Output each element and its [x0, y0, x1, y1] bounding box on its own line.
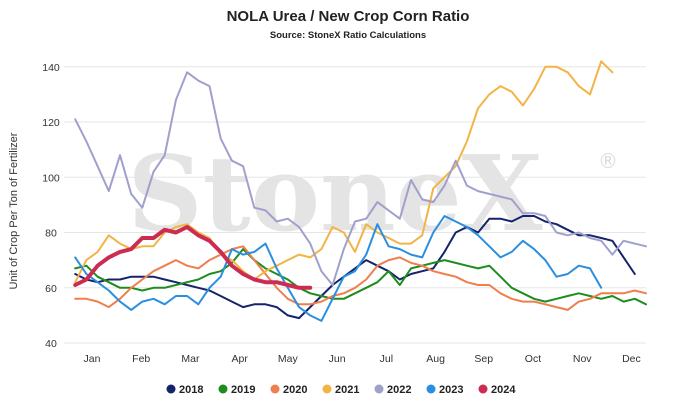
x-tick-label: Jul	[380, 353, 393, 365]
series-lines	[73, 60, 647, 322]
legend-label: 2020	[283, 384, 307, 396]
legend-marker	[218, 384, 228, 394]
series-line-2020	[74, 245, 647, 311]
y-axis-ticks: 40 60 80 100 120 140	[42, 62, 60, 350]
x-tick-label: Oct	[525, 353, 541, 365]
legend-item-2020: 2020	[270, 384, 307, 396]
x-tick-label: Sep	[474, 353, 493, 365]
watermark-registered-mark: ®	[598, 149, 618, 173]
series-line-2022	[74, 71, 647, 286]
y-tick-label: 120	[42, 117, 60, 129]
legend-marker	[322, 384, 332, 394]
y-tick-label: 60	[45, 283, 57, 295]
series-line-2023	[74, 215, 603, 322]
y-axis-label: Unit of Crop Per Ton of Fertilizer	[8, 132, 20, 289]
y-tick-label: 140	[42, 62, 60, 74]
y-tick-label: 80	[45, 228, 57, 240]
x-tick-label: Dec	[622, 353, 641, 365]
x-tick-label: Jun	[329, 353, 346, 365]
chart-subtitle: Source: StoneX Ratio Calculations	[270, 30, 426, 41]
legend-item-2018: 2018	[166, 384, 203, 396]
legend: 2018 2019 2020 2021 2022 2023 2024	[166, 384, 516, 396]
x-tick-label: May	[278, 353, 299, 365]
series-line-2018	[74, 215, 636, 320]
x-tick-label: Nov	[573, 353, 592, 365]
y-tick-label: 100	[42, 172, 60, 184]
legend-label: 2021	[335, 384, 359, 396]
legend-item-2022: 2022	[374, 384, 411, 396]
legend-item-2023: 2023	[426, 384, 463, 396]
series-line-2019	[74, 248, 647, 306]
legend-marker	[166, 384, 176, 394]
legend-marker	[270, 384, 280, 394]
x-tick-label: Aug	[426, 353, 445, 365]
legend-label: 2019	[231, 384, 255, 396]
x-tick-label: Apr	[232, 353, 249, 365]
legend-item-2024: 2024	[478, 384, 516, 396]
legend-label: 2018	[179, 384, 203, 396]
legend-marker	[426, 384, 436, 394]
series-line-2021	[74, 60, 614, 284]
legend-label: 2023	[439, 384, 463, 396]
legend-item-2021: 2021	[322, 384, 359, 396]
legend-marker	[478, 384, 488, 394]
x-tick-label: Jan	[84, 353, 101, 365]
legend-marker	[374, 384, 384, 394]
x-tick-label: Feb	[132, 353, 150, 365]
chart-title: NOLA Urea / New Crop Corn Ratio	[227, 8, 470, 25]
x-tick-label: Mar	[181, 353, 200, 365]
legend-label: 2024	[491, 384, 516, 396]
y-tick-label: 40	[45, 338, 57, 350]
x-axis-ticks: Jan Feb Mar Apr May Jun Jul Aug Sep Oct Nov Dec	[84, 353, 641, 365]
legend-item-2019: 2019	[218, 384, 255, 396]
series-line-2024	[73, 225, 313, 290]
legend-label: 2022	[387, 384, 411, 396]
